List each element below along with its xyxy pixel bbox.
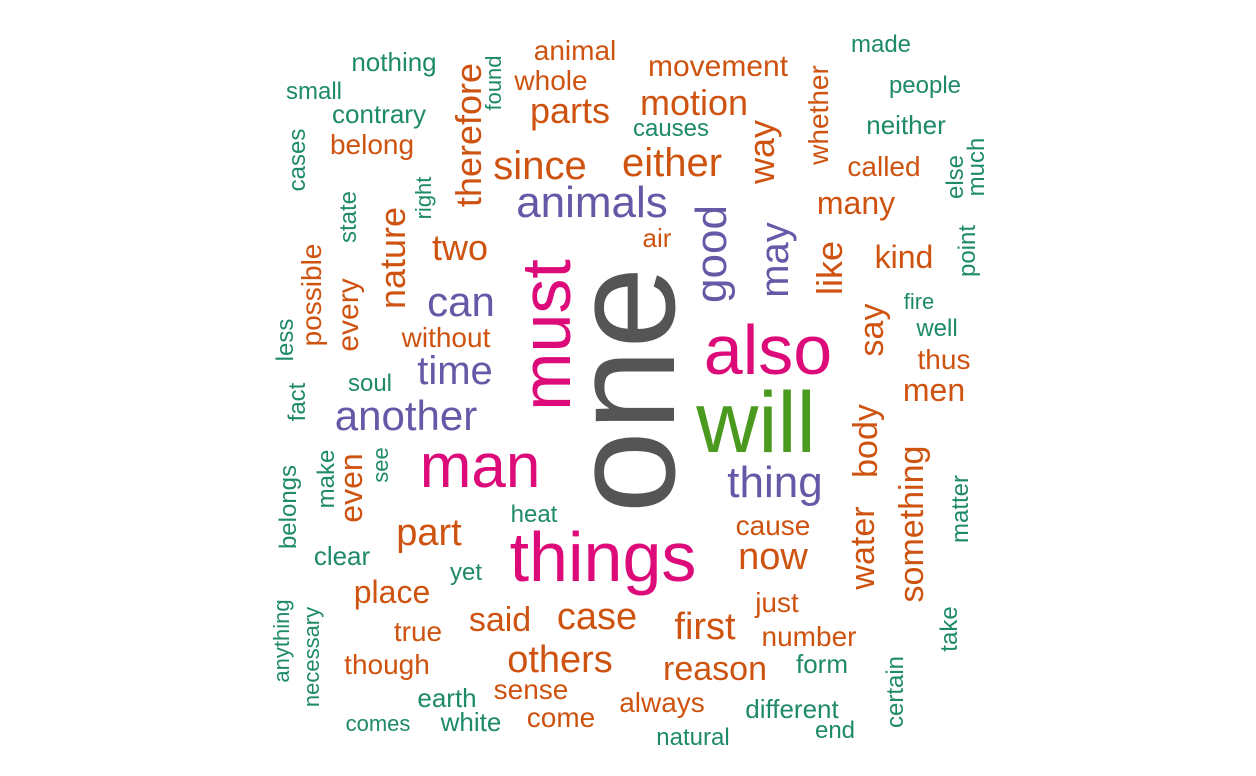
word-true: true	[393, 616, 443, 647]
word-called: called	[847, 151, 921, 182]
word-air: air	[642, 223, 672, 253]
word-though: though	[344, 649, 430, 680]
word-things: things	[509, 518, 697, 596]
word-men: men	[902, 372, 966, 408]
word-belongs: belongs	[275, 464, 302, 550]
word-cases: cases	[284, 128, 311, 192]
word-good: good	[687, 205, 736, 303]
word-case: case	[556, 596, 638, 638]
word-fact: fact	[284, 382, 311, 422]
word-way: way	[741, 119, 782, 185]
word-certain: certain	[882, 655, 909, 729]
word-cause: cause	[735, 510, 811, 541]
word-natural: natural	[656, 724, 730, 751]
word-animal: animal	[533, 35, 617, 66]
word-now: now	[738, 536, 808, 578]
word-said: said	[468, 601, 532, 639]
word-small: small	[285, 78, 343, 105]
word-soul: soul	[347, 370, 393, 397]
word-comes: comes	[345, 711, 411, 736]
word-less: less	[272, 318, 299, 362]
word-also: also	[703, 311, 833, 389]
word-two: two	[431, 227, 489, 268]
word-water: water	[844, 506, 882, 590]
word-state: state	[335, 190, 362, 244]
word-right: right	[411, 176, 436, 220]
word-heat: heat	[510, 501, 558, 528]
word-just: just	[755, 587, 799, 618]
word-people: people	[888, 72, 962, 99]
word-body: body	[847, 404, 885, 478]
word-made: made	[850, 31, 912, 58]
word-must: must	[507, 259, 585, 411]
word-many: many	[816, 185, 896, 221]
word-form: form	[796, 649, 848, 679]
word-thing: thing	[727, 458, 823, 507]
word-may: may	[753, 222, 797, 298]
word-come: come	[526, 702, 596, 733]
word-kind: kind	[874, 239, 934, 275]
word-say: say	[853, 303, 891, 357]
word-white: white	[440, 707, 502, 737]
word-contrary: contrary	[332, 99, 426, 129]
word-different: different	[745, 694, 839, 724]
word-earth: earth	[417, 683, 477, 713]
word-others: others	[507, 639, 613, 681]
word-place: place	[353, 574, 431, 610]
word-make: make	[313, 449, 340, 509]
word-whether: whether	[803, 65, 834, 165]
word-movement: movement	[647, 50, 789, 83]
word-clear: clear	[313, 541, 371, 571]
word-possible: possible	[296, 243, 327, 347]
word-point: point	[954, 224, 981, 278]
word-well: well	[916, 315, 958, 342]
word-time: time	[417, 349, 493, 393]
word-part: part	[396, 512, 462, 554]
word-nature: nature	[372, 206, 413, 310]
word-will: will	[696, 375, 816, 471]
word-much: much	[963, 137, 990, 197]
word-can: can	[427, 278, 495, 325]
word-anything: anything	[269, 599, 294, 683]
word-belong: belong	[329, 129, 415, 160]
word-every: every	[332, 278, 365, 352]
word-necessary: necessary	[299, 606, 324, 708]
word-parts: parts	[529, 90, 611, 131]
word-motion: motion	[639, 82, 749, 123]
word-animals: animals	[516, 178, 668, 227]
word-first: first	[674, 606, 736, 648]
word-number: number	[761, 621, 857, 652]
word-reason: reason	[663, 650, 767, 688]
word-yet: yet	[449, 559, 483, 586]
word-thus: thus	[917, 344, 971, 375]
word-matter: matter	[947, 474, 974, 544]
word-man: man	[419, 432, 541, 501]
word-fire: fire	[903, 289, 935, 314]
word-always: always	[619, 687, 705, 718]
word-something: something	[893, 445, 931, 603]
word-take: take	[936, 606, 963, 652]
word-whole: whole	[514, 65, 588, 96]
word-either: either	[621, 141, 723, 185]
word-sense: sense	[493, 674, 569, 705]
word-end: end	[814, 717, 856, 744]
word-causes: causes	[632, 115, 710, 142]
word-neither: neither	[866, 110, 946, 140]
word-see: see	[368, 447, 393, 483]
word-found: found	[481, 55, 506, 111]
word-since: since	[493, 144, 587, 188]
word-another: another	[334, 392, 478, 439]
word-nothing: nothing	[351, 47, 437, 77]
word-without: without	[401, 322, 491, 353]
word-like: like	[809, 240, 850, 296]
